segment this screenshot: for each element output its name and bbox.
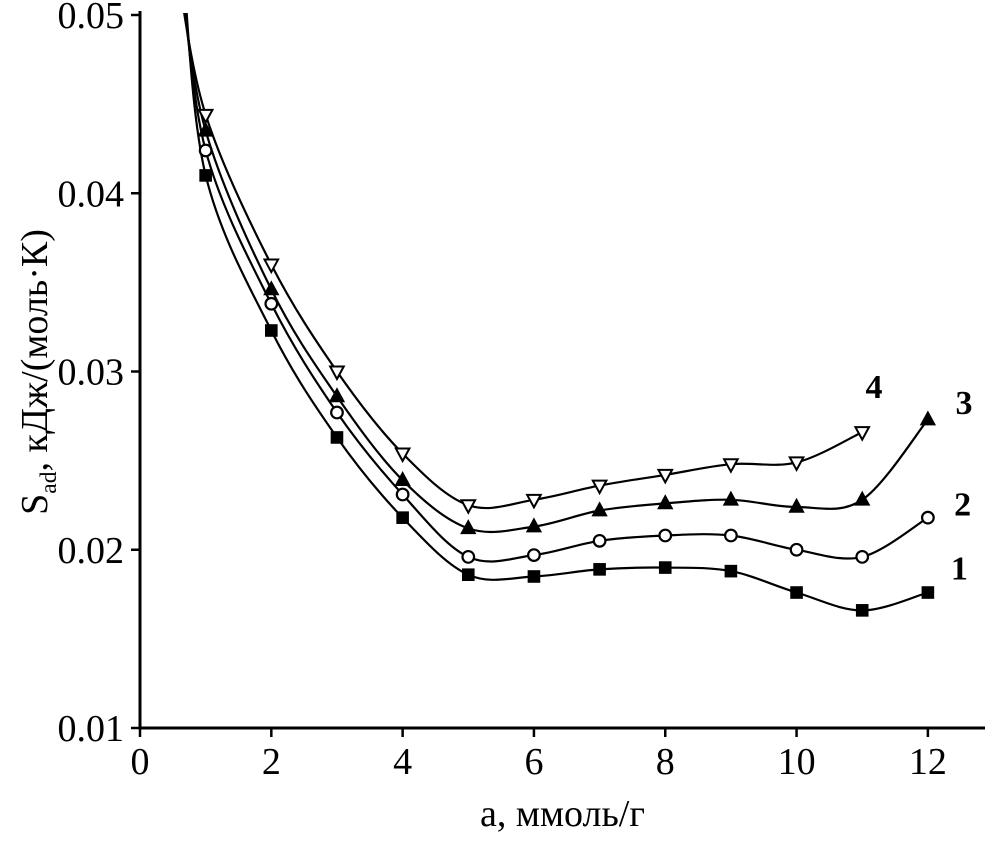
marker-triangle-down <box>788 456 806 473</box>
y-tick-label: 0.01 <box>58 708 125 750</box>
x-tick-label: 12 <box>909 741 947 783</box>
marker-triangle-up <box>722 490 740 506</box>
marker-triangle-up <box>788 497 805 513</box>
x-tick-label: 10 <box>778 741 816 783</box>
x-tick-label: 8 <box>656 741 675 783</box>
marker-triangle-down <box>328 365 346 382</box>
x-axis-label: а, ммоль/г <box>480 793 645 835</box>
y-tick-label: 0.02 <box>58 530 125 572</box>
marker-triangle-down <box>722 458 740 474</box>
x-tick-label: 2 <box>262 741 281 783</box>
marker-triangle-up <box>657 494 674 510</box>
marker-triangle-down <box>525 493 543 510</box>
marker-square <box>265 324 278 337</box>
marker-circle <box>658 528 673 543</box>
marker-square <box>593 563 606 576</box>
marker-circle <box>330 405 344 420</box>
series-4-label: 4 <box>866 369 883 406</box>
marker-square <box>461 568 475 582</box>
marker-circle <box>724 528 738 543</box>
marker-triangle-down <box>394 447 412 464</box>
y-tick-label: 0.03 <box>58 352 125 394</box>
y-tick-label: 0.05 <box>58 0 125 37</box>
series-4-curve <box>183 13 863 510</box>
marker-square <box>658 561 672 574</box>
series-2-curve <box>184 13 929 563</box>
marker-triangle-up <box>197 121 214 137</box>
marker-square <box>724 564 738 578</box>
marker-triangle-down <box>197 108 215 125</box>
marker-square <box>199 169 212 182</box>
marker-triangle-down <box>262 258 280 275</box>
marker-triangle-up <box>394 471 411 487</box>
series-1-curve <box>185 13 929 612</box>
marker-circle <box>527 548 541 562</box>
marker-square <box>330 431 344 444</box>
x-tick-label: 0 <box>131 741 150 783</box>
marker-triangle-up <box>328 387 346 403</box>
marker-triangle-down <box>591 479 609 496</box>
marker-triangle-up <box>263 280 280 296</box>
marker-square <box>527 570 541 583</box>
marker-triangle-down <box>853 426 871 442</box>
marker-triangle-down <box>459 499 477 515</box>
marker-triangle-down <box>656 468 674 485</box>
marker-circle <box>461 549 476 564</box>
marker-circle <box>789 542 804 557</box>
marker-square <box>855 604 869 617</box>
marker-triangle-up <box>591 501 608 517</box>
marker-circle <box>395 487 410 502</box>
series-1-label: 1 <box>951 551 968 588</box>
marker-circle <box>920 510 935 525</box>
marker-triangle-up <box>525 517 543 533</box>
marker-square <box>921 586 935 599</box>
series-3-label: 3 <box>955 385 972 422</box>
marker-triangle-up <box>919 410 937 426</box>
marker-square <box>396 511 409 524</box>
series-3-curve <box>183 13 929 534</box>
marker-circle <box>855 549 870 564</box>
y-tick-label: 0.04 <box>58 173 125 215</box>
marker-circle <box>592 533 607 548</box>
x-tick-label: 4 <box>393 741 412 783</box>
marker-triangle-up <box>460 519 477 535</box>
series-2-label: 2 <box>954 486 971 523</box>
marker-square <box>790 586 803 599</box>
marker-triangle-up <box>854 490 871 506</box>
x-tick-label: 6 <box>524 741 543 783</box>
marker-circle <box>264 296 279 311</box>
